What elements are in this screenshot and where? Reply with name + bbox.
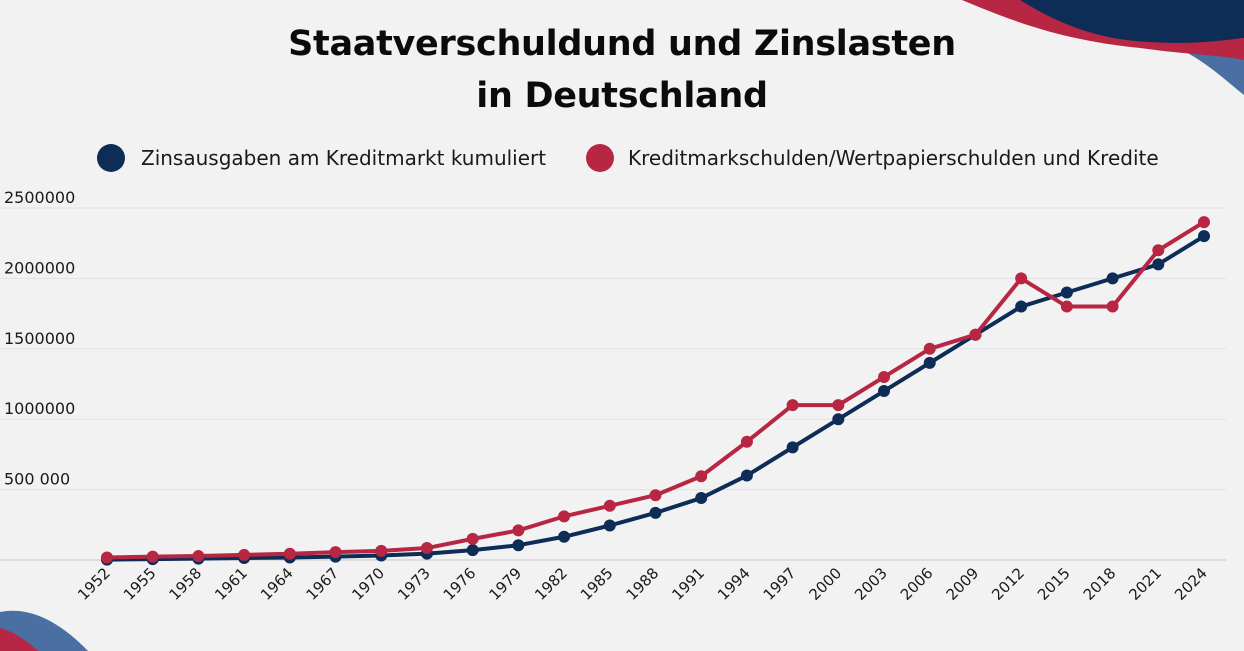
x-tick-label-1991: 1991 bbox=[668, 564, 708, 604]
x-tick-label-1952: 1952 bbox=[74, 564, 114, 604]
x-tick-label-1994: 1994 bbox=[714, 564, 754, 604]
data-point-s1-1994 bbox=[740, 435, 753, 448]
data-point-s1-1982 bbox=[558, 510, 571, 523]
data-point-s0-2021 bbox=[1152, 258, 1165, 271]
x-tick-label-2003: 2003 bbox=[851, 564, 891, 604]
data-point-s0-1976 bbox=[466, 544, 479, 557]
data-point-s1-1970 bbox=[375, 544, 388, 557]
data-point-s1-2006 bbox=[923, 342, 936, 355]
data-point-s1-1958 bbox=[192, 550, 205, 563]
data-point-s1-1976 bbox=[466, 532, 479, 545]
chart-title-line1: Staatverschuldund und Zinslasten bbox=[288, 24, 956, 64]
data-point-s0-1979 bbox=[512, 539, 525, 552]
data-point-s1-1967 bbox=[329, 546, 342, 559]
data-point-s1-2003 bbox=[878, 370, 891, 383]
data-point-s1-1964 bbox=[283, 547, 296, 560]
x-tick-label-1961: 1961 bbox=[211, 564, 251, 604]
x-tick-label-1967: 1967 bbox=[303, 564, 343, 604]
data-point-s1-1985 bbox=[603, 499, 616, 512]
data-point-s0-1985 bbox=[603, 519, 616, 532]
data-point-s0-1994 bbox=[740, 469, 753, 482]
data-point-s0-1982 bbox=[558, 530, 571, 543]
data-point-s1-1961 bbox=[238, 548, 251, 561]
y-tick-label: 1500000 bbox=[4, 329, 75, 348]
data-point-s0-1991 bbox=[695, 492, 708, 505]
data-point-s1-2000 bbox=[832, 399, 845, 412]
data-point-s1-1991 bbox=[695, 470, 708, 483]
x-axis-ticks: 1952 1955 1958 1961 1964 1967 1970 1973 1976 1979… bbox=[74, 564, 1211, 604]
data-point-s0-1997 bbox=[786, 441, 799, 454]
data-point-s0-1988 bbox=[649, 506, 662, 519]
data-point-s1-1988 bbox=[649, 489, 662, 502]
x-tick-label-2021: 2021 bbox=[1125, 564, 1165, 604]
x-tick-label-1997: 1997 bbox=[760, 564, 800, 604]
data-point-s0-2015 bbox=[1060, 286, 1073, 299]
data-point-s1-2018 bbox=[1106, 300, 1119, 313]
data-point-s1-1955 bbox=[146, 550, 159, 563]
x-tick-label-2000: 2000 bbox=[805, 564, 845, 604]
x-tick-label-1988: 1988 bbox=[623, 564, 663, 604]
top-right-wave-navy bbox=[1020, 0, 1244, 43]
data-point-s0-2012 bbox=[1015, 300, 1028, 313]
x-tick-label-1973: 1973 bbox=[394, 564, 434, 604]
x-tick-label-1958: 1958 bbox=[166, 564, 206, 604]
data-point-s0-2003 bbox=[878, 385, 891, 398]
data-point-s1-1973 bbox=[420, 542, 433, 555]
legend-swatch-kreditmarkschulden bbox=[586, 144, 614, 172]
x-tick-label-2015: 2015 bbox=[1034, 564, 1074, 604]
y-tick-label: 1000000 bbox=[4, 399, 75, 418]
x-tick-label-2012: 2012 bbox=[988, 564, 1028, 604]
data-point-s1-2024 bbox=[1198, 216, 1210, 229]
series-group bbox=[101, 216, 1210, 566]
x-tick-label-2009: 2009 bbox=[943, 564, 983, 604]
x-tick-label-1976: 1976 bbox=[440, 564, 480, 604]
x-tick-label-1979: 1979 bbox=[485, 564, 525, 604]
x-tick-label-1970: 1970 bbox=[348, 564, 388, 604]
data-point-s1-1979 bbox=[512, 524, 525, 537]
data-point-s1-1952 bbox=[101, 551, 113, 564]
y-tick-label: 2500000 bbox=[4, 188, 75, 207]
x-tick-label-2024: 2024 bbox=[1171, 564, 1211, 604]
x-tick-label-1982: 1982 bbox=[531, 564, 571, 604]
data-point-s0-2006 bbox=[923, 356, 936, 369]
legend-label-zinsausgaben: Zinsausgaben am Kreditmarkt kumuliert bbox=[141, 146, 547, 170]
chart-title-line2: in Deutschland bbox=[476, 76, 768, 116]
gridlines bbox=[0, 207, 1226, 491]
x-tick-label-2018: 2018 bbox=[1080, 564, 1120, 604]
legend-swatch-zinsausgaben bbox=[97, 144, 125, 172]
bottom-left-wave-crimson bbox=[0, 628, 38, 651]
data-point-s0-2024 bbox=[1198, 230, 1210, 243]
data-point-s0-2018 bbox=[1106, 272, 1119, 285]
data-point-s1-1997 bbox=[786, 399, 799, 412]
y-tick-label: 2000000 bbox=[4, 258, 75, 277]
data-point-s1-2015 bbox=[1060, 300, 1073, 313]
x-tick-label-1985: 1985 bbox=[577, 564, 617, 604]
legend-label-kreditmarkschulden: Kreditmarkschulden/Wertpapierschulden un… bbox=[628, 146, 1159, 170]
data-point-s0-2000 bbox=[832, 413, 845, 426]
data-point-s1-2009 bbox=[969, 328, 982, 341]
x-tick-label-2006: 2006 bbox=[897, 564, 937, 604]
x-tick-label-1955: 1955 bbox=[120, 564, 160, 604]
x-tick-label-1964: 1964 bbox=[257, 564, 297, 604]
y-tick-label: 500 000 bbox=[4, 470, 70, 489]
data-point-s1-2012 bbox=[1015, 272, 1028, 285]
data-point-s1-2021 bbox=[1152, 244, 1165, 257]
